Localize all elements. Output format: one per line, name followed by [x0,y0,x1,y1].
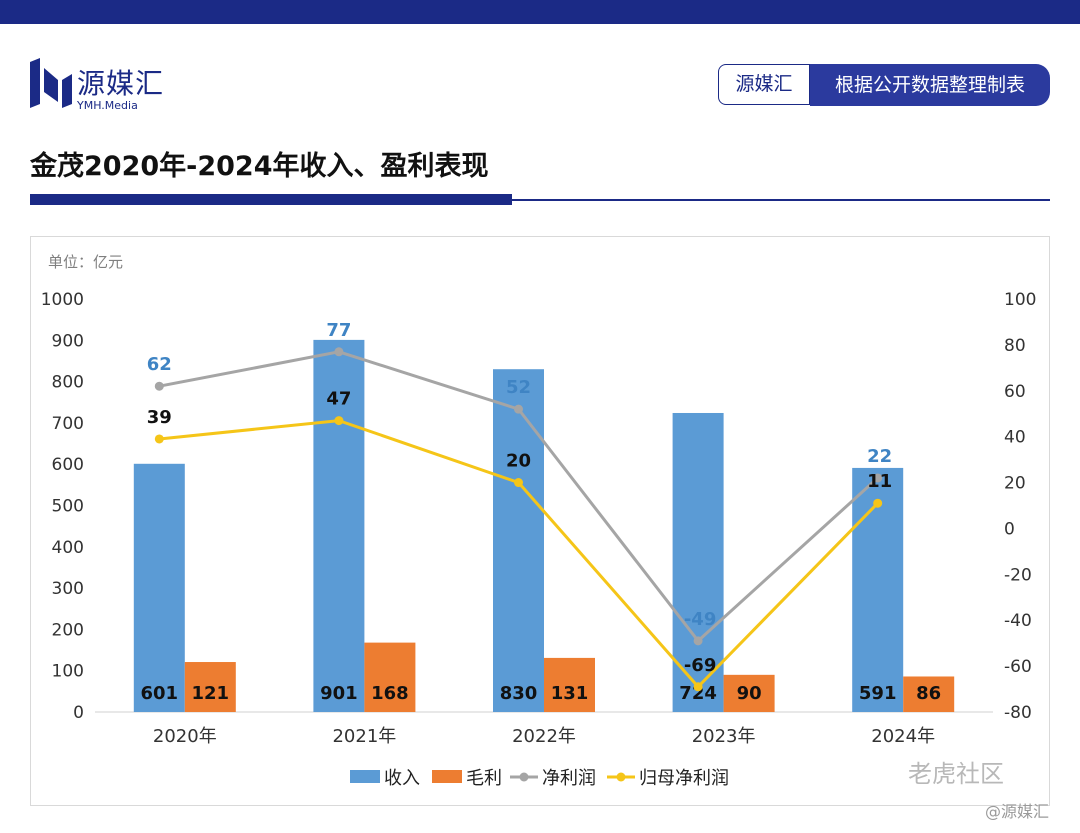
attributable-profit-point [154,434,164,444]
net-profit-value-label: -49 [684,609,717,630]
revenue-value-label: 901 [320,683,358,704]
category-label: 2024年 [871,726,935,747]
net-profit-point [154,381,164,391]
left-axis-tick: 0 [73,703,84,723]
source-badge: 源媒汇 根据公开数据整理制表 [718,64,1050,106]
logo-subtitle: YMH.Media [77,99,138,112]
gross-profit-value-label: 168 [371,683,409,704]
attributable-profit-value-label: 47 [326,389,351,410]
net-profit-value-label: 77 [326,320,351,341]
gross-profit-value-label: 90 [737,683,762,704]
revenue-value-label: 830 [500,683,538,704]
legend-gross-profit-swatch [432,770,462,783]
right-axis-tick: 40 [1004,428,1026,448]
category-label: 2021年 [332,726,396,747]
net-profit-point [514,404,523,414]
net-profit-value-label: 52 [506,377,531,398]
source-badge-note: 根据公开数据整理制表 [810,64,1050,106]
legend-attributable-profit-marker [616,772,626,782]
gross-profit-value-label: 86 [916,683,941,704]
gross-profit-value-label: 121 [192,683,230,704]
title-rule-thin [512,199,1050,201]
logo-text: 源媒汇 [77,67,165,100]
legend-revenue-swatch [350,770,380,783]
revenue-value-label: 601 [141,683,179,704]
left-axis-tick: 300 [52,579,84,599]
right-axis-tick: 60 [1004,382,1026,402]
net-profit-point [693,636,703,646]
right-axis-tick: -20 [1004,565,1032,585]
gross-profit-bar [184,662,236,712]
revenue-bar [493,369,544,712]
ymh-logo-icon [30,58,72,108]
right-axis-tick: 80 [1004,336,1026,356]
top-banner [0,0,1080,24]
category-label: 2023年 [692,726,756,747]
legend-attributable-profit-label: 归母净利润 [639,768,729,789]
attributable-profit-point [514,478,523,488]
revenue-value-label: 724 [679,683,717,704]
attributable-profit-point [693,682,703,692]
revenue-bar [672,412,724,712]
revenue-bar [313,339,365,712]
right-axis-tick: 20 [1004,474,1026,494]
net-profit-point [334,347,344,357]
right-axis-tick: -40 [1004,611,1032,631]
right-axis-tick: 100 [1004,290,1036,310]
revenue-bar [133,463,185,712]
right-axis-tick: 0 [1004,519,1015,539]
attributable-profit-value-label: 11 [867,471,892,492]
left-axis-tick: 600 [52,455,84,475]
unit-label: 单位：亿元 [48,253,123,271]
left-axis-tick: 1000 [41,290,84,310]
attributable-profit-point [334,416,344,426]
net-profit-value-label: 22 [867,446,892,467]
page-title: 金茂2020年-2024年收入、盈利表现 [30,151,489,182]
legend-net-profit-label: 净利润 [542,768,596,789]
left-axis-tick: 400 [52,538,84,558]
title-rule-thick [30,194,512,205]
legend-revenue-label: 收入 [384,768,420,789]
left-axis-tick: 500 [52,497,84,517]
legend-gross-profit-label: 毛利 [466,768,502,789]
legend-net-profit-marker [519,772,529,782]
revenue-value-label: 591 [859,683,897,704]
category-label: 2022年 [512,726,576,747]
category-label: 2020年 [153,726,217,747]
gross-profit-value-label: 131 [551,683,589,704]
left-axis-tick: 700 [52,414,84,434]
attributable-profit-value-label: 39 [147,407,172,428]
chart-panel [30,236,1050,806]
watermark-tiger: 老虎社区 [908,760,1004,788]
gross-profit-bar [364,642,416,712]
net-profit-value-label: 62 [147,354,172,375]
attributable-profit-value-label: -69 [684,655,717,676]
left-axis-tick: 200 [52,620,84,640]
revenue-bar [852,467,904,712]
source-badge-brand: 源媒汇 [718,64,810,105]
gross-profit-bar [723,674,775,712]
left-axis-tick: 100 [52,662,84,682]
left-axis-tick: 900 [52,331,84,351]
right-axis-tick: -80 [1004,703,1032,723]
right-axis-tick: -60 [1004,657,1032,677]
attributable-profit-value-label: 20 [506,451,531,472]
gross-profit-bar [903,676,955,712]
gross-profit-bar [544,657,595,712]
left-axis-tick: 800 [52,373,84,393]
attributable-profit-point [873,498,883,508]
net-profit-point [873,473,883,483]
watermark-handle: @源媒汇 [985,802,1050,821]
